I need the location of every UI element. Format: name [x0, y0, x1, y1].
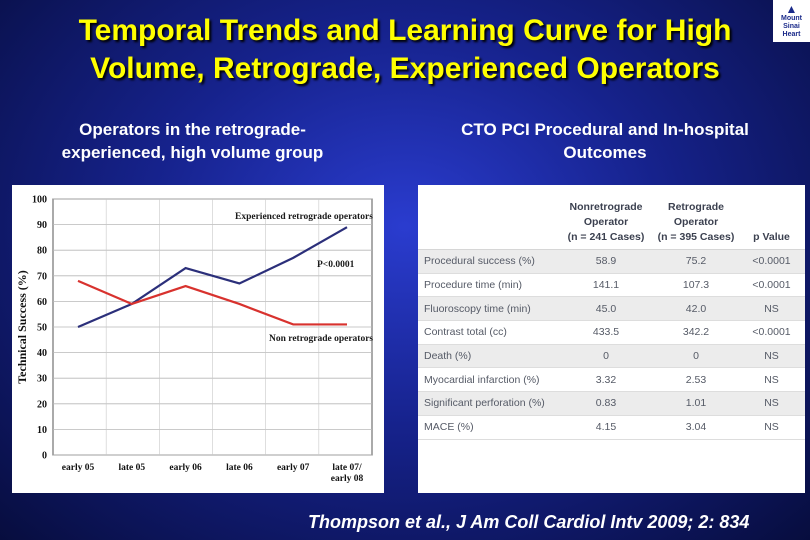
value-cell: 0 — [654, 344, 738, 369]
value-cell: 75.2 — [654, 249, 738, 274]
header-nonretrograde-line-1: Nonretrograde — [569, 201, 643, 213]
series-lines — [77, 226, 348, 329]
chart-panel: 0 10 20 30 40 50 60 70 80 90 100 early 05 late 05 ea… — [12, 185, 384, 493]
p-value-cell: NS — [738, 367, 805, 393]
table-row: Procedure time (min) 141.1 107.3 <0.0001 — [418, 273, 805, 298]
y-tick-label: 40 — [37, 348, 47, 359]
y-tick-label: 10 — [37, 425, 47, 436]
p-value-cell: <0.0001 — [738, 320, 805, 345]
header-retrograde: Retrograde Operator (n = 395 Cases) — [654, 185, 738, 250]
outcomes-table: Nonretrograde Operator (n = 241 Cases) R… — [418, 185, 805, 440]
y-tick-label: 90 — [37, 220, 47, 231]
value-cell: 433.5 — [558, 320, 654, 345]
row-label: MACE (%) — [418, 415, 558, 440]
table-row: Procedural success (%) 58.9 75.2 <0.0001 — [418, 249, 805, 274]
row-label: Significant perforation (%) — [418, 391, 558, 416]
p-value-annotation: P<0.0001 — [317, 260, 355, 270]
x-tick-label: late 07/early 08 — [331, 463, 364, 484]
y-tick-label: 0 — [42, 451, 47, 462]
institution-logo: ▲ Mount Sinai Heart — [773, 0, 810, 42]
outcomes-table-panel: Nonretrograde Operator (n = 241 Cases) R… — [418, 185, 805, 493]
p-value-cell: NS — [738, 296, 805, 322]
row-label: Procedure time (min) — [418, 273, 558, 298]
value-cell: 2.53 — [654, 367, 738, 393]
y-tick-label: 20 — [37, 399, 47, 410]
row-label: Contrast total (cc) — [418, 320, 558, 345]
logo-text-3: Heart — [782, 31, 801, 38]
value-cell: 107.3 — [654, 273, 738, 298]
p-value-cell: <0.0001 — [738, 273, 805, 298]
right-heading-line-1: CTO PCI Procedural and In-hospital — [461, 120, 749, 139]
p-value-cell: <0.0001 — [738, 249, 805, 274]
value-cell: 3.04 — [654, 415, 738, 440]
y-tick-labels: 0 10 20 30 40 50 60 70 80 90 100 — [32, 195, 47, 462]
right-heading: CTO PCI Procedural and In-hospital Outco… — [400, 118, 810, 164]
series-line-nonretrograde — [77, 279, 347, 326]
row-label: Death (%) — [418, 344, 558, 369]
p-value-cell: NS — [738, 415, 805, 440]
logo-emblem-icon: ▲ — [785, 2, 798, 16]
value-cell: 58.9 — [558, 249, 654, 274]
value-cell: 141.1 — [558, 273, 654, 298]
slide-title: Temporal Trends and Learning Curve for H… — [20, 12, 790, 88]
table-row: Contrast total (cc) 433.5 342.2 <0.0001 — [418, 320, 805, 345]
header-nonretrograde-line-2: Operator — [583, 216, 629, 228]
row-label: Fluoroscopy time (min) — [418, 296, 558, 322]
left-heading: Operators in the retrograde- experienced… — [0, 118, 385, 164]
series-line-retrograde — [77, 226, 348, 329]
x-tick-label: late 06 — [226, 463, 253, 473]
x-tick-label: early 06 — [169, 463, 202, 473]
row-label: Procedural success (%) — [418, 249, 558, 274]
header-nonretrograde-line-3: (n = 241 Cases) — [567, 231, 645, 243]
citation: Thompson et al., J Am Coll Cardiol Intv … — [308, 512, 750, 532]
table-row: Significant perforation (%) 0.83 1.01 NS — [418, 391, 805, 416]
table-header-row: Nonretrograde Operator (n = 241 Cases) R… — [418, 185, 805, 250]
x-tick-label: early 05 — [62, 463, 95, 473]
logo-text-1: Mount — [781, 15, 802, 22]
y-tick-label: 50 — [37, 323, 47, 334]
header-retrograde-line-3: (n = 395 Cases) — [657, 231, 735, 243]
y-tick-label: 60 — [37, 297, 47, 308]
table-row: MACE (%) 4.15 3.04 NS — [418, 415, 805, 440]
grid-lines — [53, 198, 372, 456]
table-row: Myocardial infarction (%) 3.32 2.53 NS — [418, 367, 805, 393]
table-row: Fluoroscopy time (min) 45.0 42.0 NS — [418, 296, 805, 322]
value-cell: 342.2 — [654, 320, 738, 345]
x-tick-label: late 05 — [118, 463, 145, 473]
legend-retrograde-label: Experienced retrograde operators — [235, 212, 373, 222]
value-cell: 42.0 — [654, 296, 738, 322]
y-tick-label: 70 — [37, 271, 47, 282]
slide-title-line-1: Temporal Trends and Learning Curve for H… — [78, 14, 732, 47]
value-cell: 45.0 — [558, 296, 654, 322]
value-cell: 4.15 — [558, 415, 654, 440]
right-heading-line-2: Outcomes — [563, 143, 647, 162]
value-cell: 3.32 — [558, 367, 654, 393]
logo-text-2: Sinai — [783, 23, 800, 30]
left-heading-line-1: Operators in the retrograde- — [79, 120, 306, 139]
legend-nonretrograde-label: Non retrograde operators — [269, 334, 373, 344]
left-heading-line-2: experienced, high volume group — [61, 143, 324, 162]
x-tick-label: early 07 — [277, 463, 310, 473]
y-tick-label: 30 — [37, 374, 47, 385]
table-row: Death (%) 0 0 NS — [418, 344, 805, 369]
p-value-cell: NS — [738, 344, 805, 369]
value-cell: 0.83 — [558, 391, 654, 416]
x-tick-labels: early 05 late 05 early 06 late 06 early 07 la… — [62, 463, 364, 484]
header-retrograde-line-2: Operator — [673, 216, 719, 228]
y-axis-label: Technical Success (%) — [15, 270, 29, 384]
y-tick-label: 80 — [37, 246, 47, 257]
header-p-value: p Value — [738, 185, 805, 250]
value-cell: 1.01 — [654, 391, 738, 416]
value-cell: 0 — [558, 344, 654, 369]
header-nonretrograde: Nonretrograde Operator (n = 241 Cases) — [558, 185, 654, 250]
row-label: Myocardial infarction (%) — [418, 367, 558, 393]
slide-title-line-2: Volume, Retrograde, Experienced Operator… — [90, 52, 720, 85]
header-retrograde-line-1: Retrograde — [667, 201, 724, 213]
y-tick-label: 100 — [32, 195, 47, 206]
p-value-cell: NS — [738, 391, 805, 416]
header-label-col — [418, 185, 558, 250]
